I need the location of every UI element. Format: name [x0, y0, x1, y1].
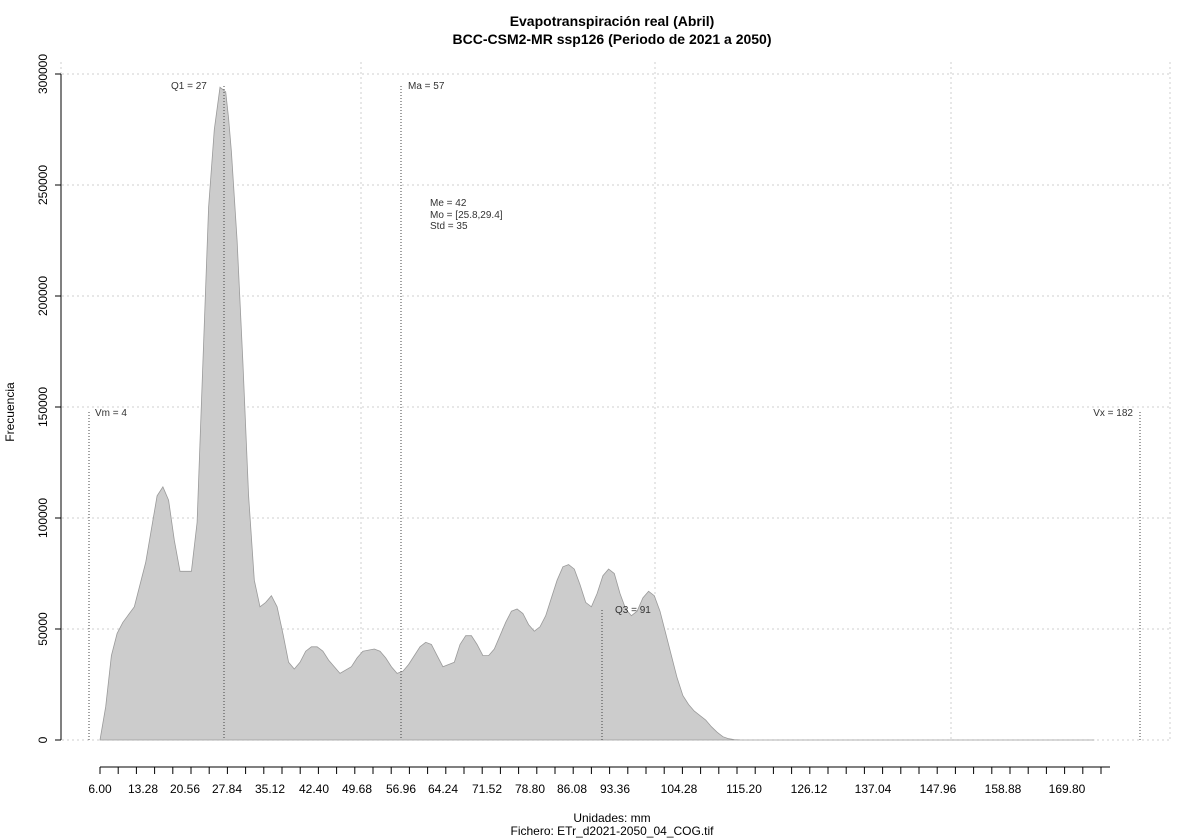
y-axis-label: Frecuencia: [3, 382, 17, 442]
x-tick-label: 64.24: [428, 782, 458, 796]
vm-label: Vm = 4: [95, 408, 127, 419]
y-tick-label: 0: [36, 736, 50, 743]
x-tick-label: 115.20: [726, 782, 762, 796]
x-tick-label: 13.28: [128, 782, 158, 796]
area-layer: [99, 86, 1095, 741]
y-tick-label: 50000: [36, 612, 50, 646]
x-tick-label: 78.80: [515, 782, 545, 796]
std-label: Std = 35: [430, 221, 468, 232]
x-tick-label: 158.88: [985, 782, 1022, 796]
y-tick-label: 250000: [36, 165, 50, 205]
y-tick-label: 200000: [36, 276, 50, 316]
x-tick-label: 86.08: [557, 782, 587, 796]
x-tick-label: 169.80: [1049, 782, 1086, 796]
ma-label: Ma = 57: [408, 81, 445, 92]
q1-label: Q1 = 27: [171, 81, 207, 92]
x-tick-label: 42.40: [299, 782, 329, 796]
x-tick-label: 93.36: [600, 782, 630, 796]
y-tick-label: 300000: [36, 54, 50, 94]
x-tick-label: 147.96: [920, 782, 957, 796]
mode-label: Mo = [25.8,29.4]: [430, 210, 503, 221]
x-tick-label: 126.12: [791, 782, 828, 796]
histogram-area: [99, 86, 1095, 741]
x-tick-label: 71.52: [472, 782, 502, 796]
y-tick-label: 150000: [36, 387, 50, 427]
x-tick-label: 56.96: [386, 782, 416, 796]
x-tick-label: 35.12: [255, 782, 285, 796]
chart-subtitle: BCC-CSM2-MR ssp126 (Periodo de 2021 a 20…: [453, 31, 772, 47]
reference-lines: [88, 86, 1141, 740]
q3-label: Q3 = 91: [615, 605, 651, 616]
x-tick-label: 27.84: [212, 782, 242, 796]
vx-label: Vx = 182: [1093, 408, 1133, 419]
x-tick-label: 104.28: [661, 782, 698, 796]
y-tick-label: 100000: [36, 498, 50, 538]
axes: 0 50000 100000 150000 200000 250000 300000 6.00…: [36, 54, 1110, 796]
x-tick-label: 49.68: [342, 782, 372, 796]
x-tick-label: 137.04: [855, 782, 892, 796]
median-label: Me = 42: [430, 198, 467, 209]
chart-title: Evapotranspiración real (Abril): [510, 13, 715, 29]
x-tick-label: 6.00: [88, 782, 112, 796]
x-axis-label: Unidades: mm: [573, 811, 650, 825]
file-caption: Fichero: ETr_d2021-2050_04_COG.tif: [511, 824, 715, 838]
x-tick-label: 20.56: [170, 782, 200, 796]
